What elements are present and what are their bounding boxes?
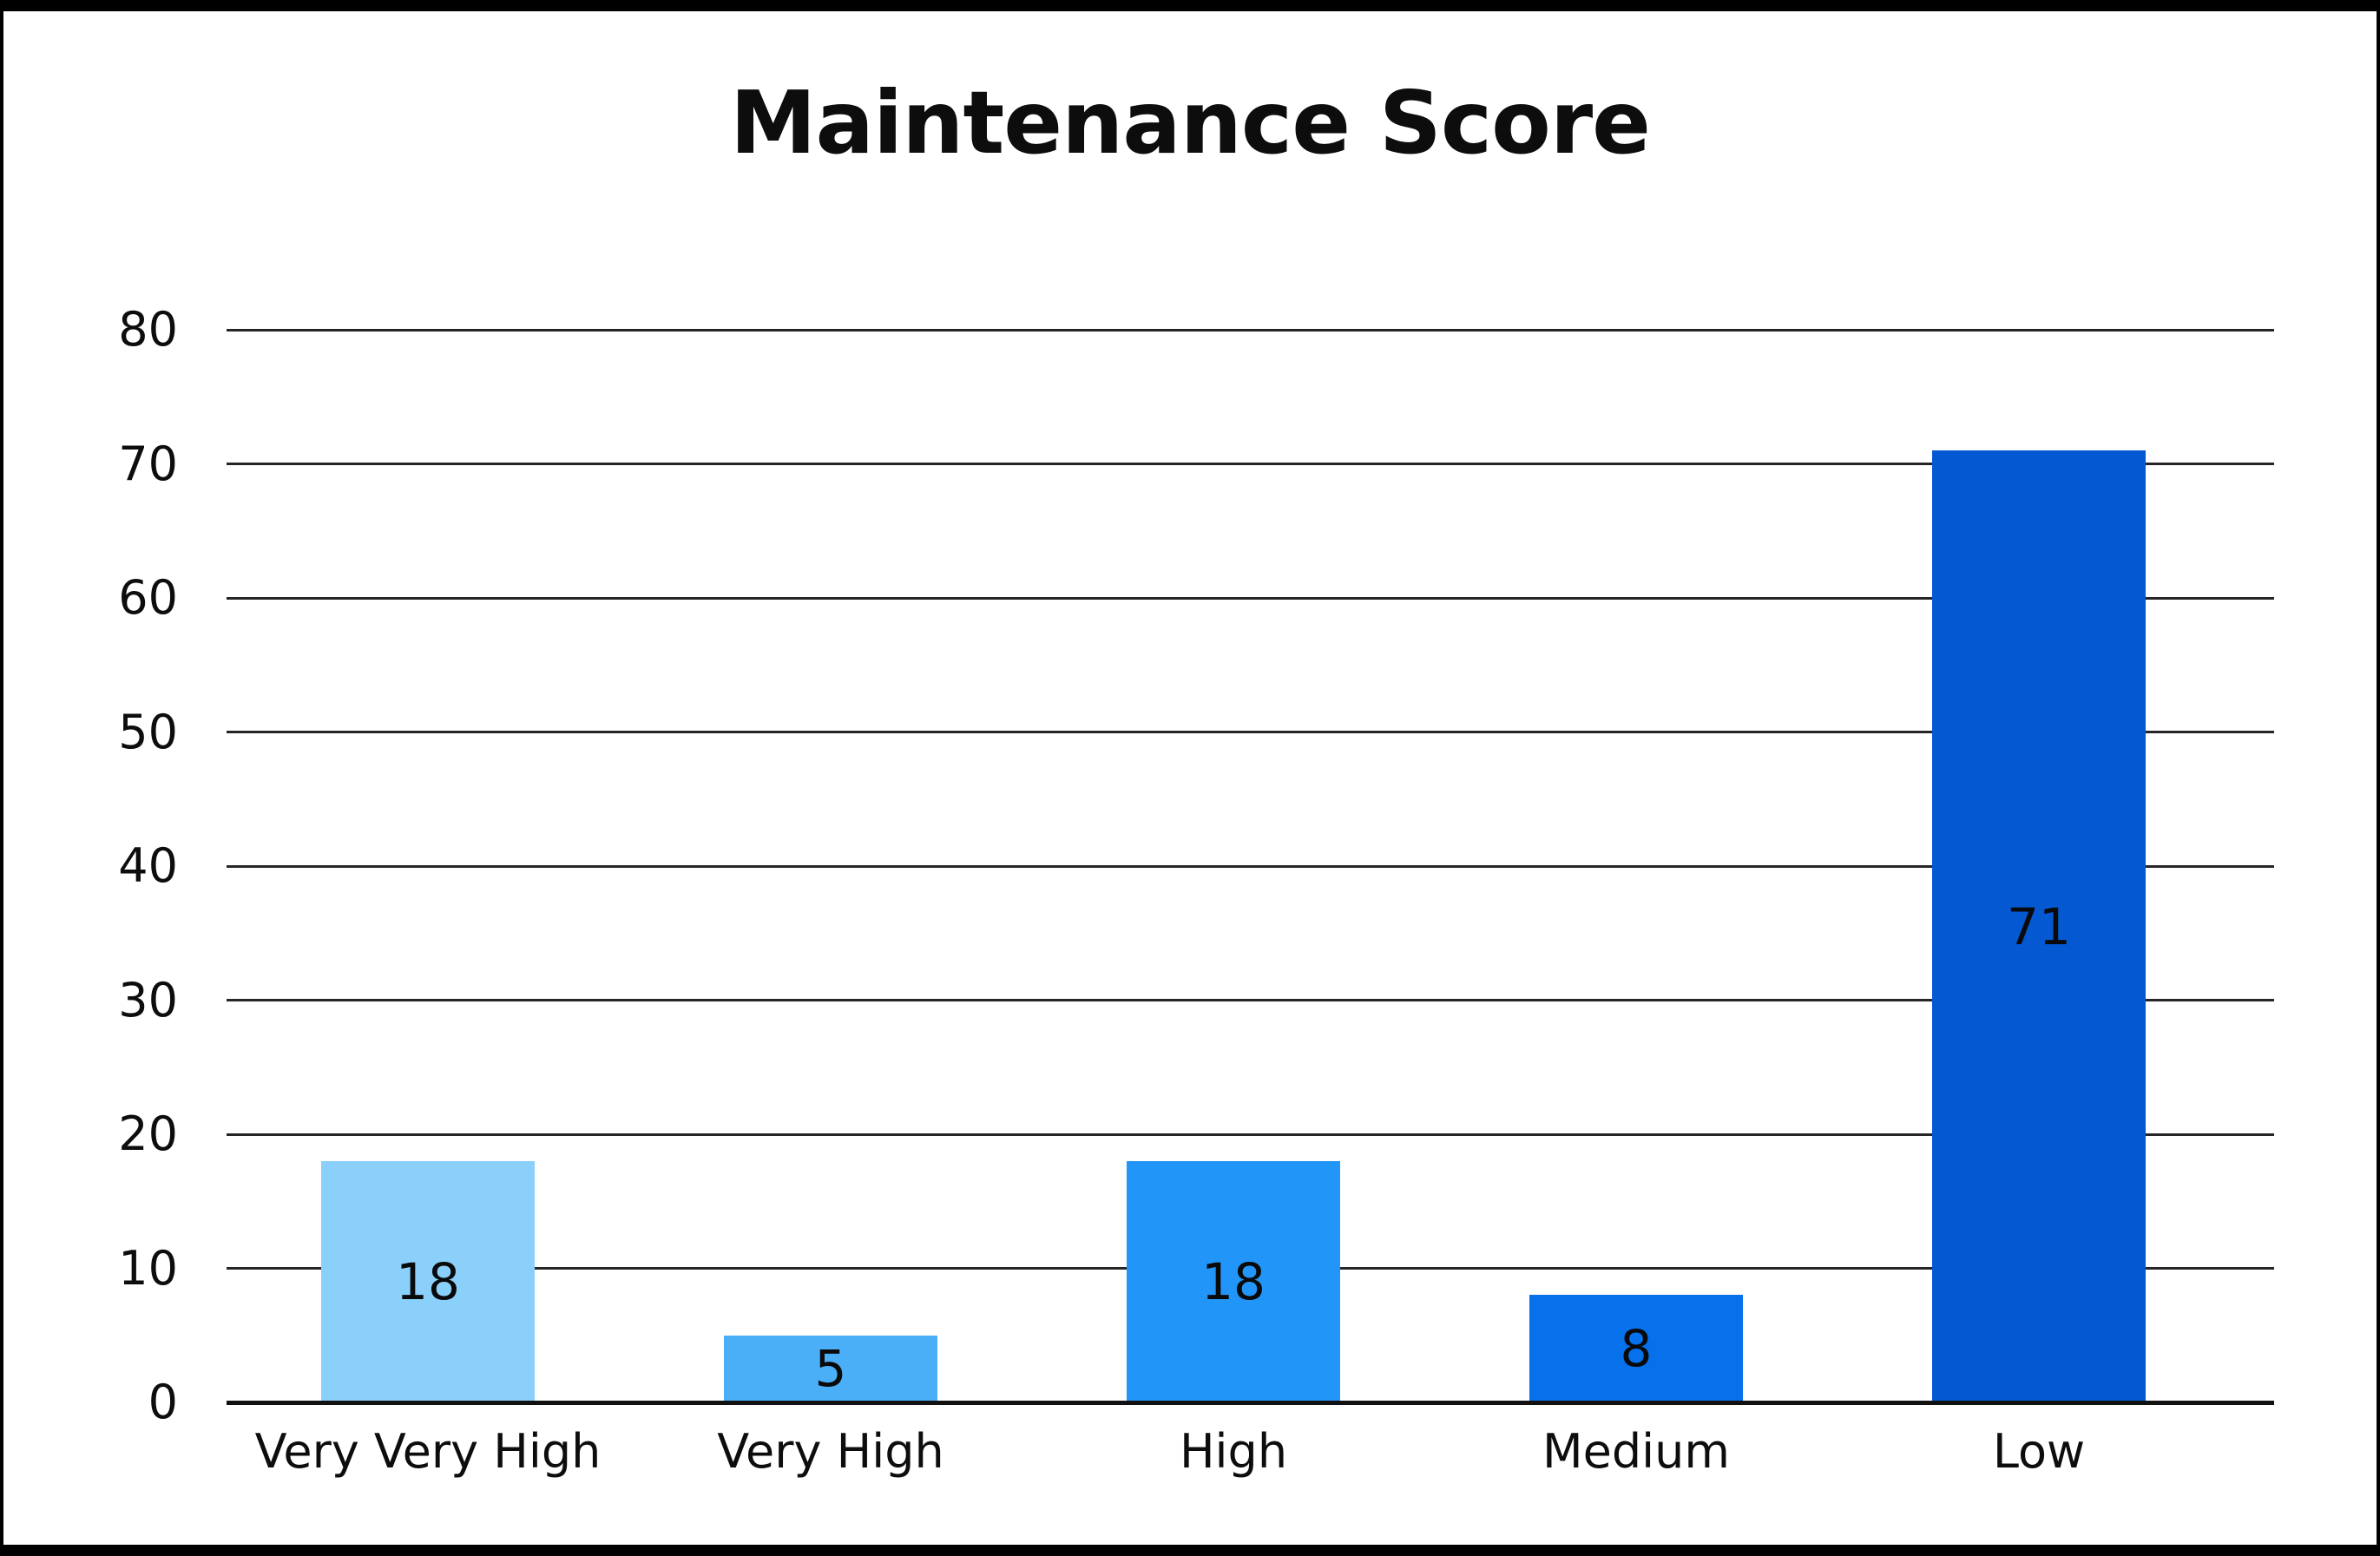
bar-medium <box>1529 1295 1743 1402</box>
bar-value-label-very-high: 5 <box>814 1339 847 1398</box>
bar-very-very-high <box>321 1161 535 1402</box>
y-axis-tick-label-80: 80 <box>118 302 178 357</box>
y-axis-tick-label-60: 60 <box>118 570 178 625</box>
bar-very-high <box>724 1336 937 1402</box>
x-axis-category-label-very-high: Very High <box>717 1424 944 1479</box>
y-axis-tick-label-70: 70 <box>118 437 178 491</box>
x-axis-line <box>227 1401 2274 1405</box>
gridline-20 <box>227 1133 2274 1136</box>
y-axis-tick-label-10: 10 <box>118 1241 178 1296</box>
bar-high <box>1127 1161 1340 1402</box>
x-axis-category-label-high: High <box>1179 1424 1288 1479</box>
gridline-30 <box>227 999 2274 1001</box>
y-axis-tick-label-30: 30 <box>118 973 178 1027</box>
bar-value-label-high: 18 <box>1201 1252 1266 1311</box>
y-axis-tick-label-50: 50 <box>118 705 178 759</box>
gridline-80 <box>227 329 2274 332</box>
y-axis-tick-label-0: 0 <box>148 1375 178 1429</box>
bar-value-label-very-very-high: 18 <box>396 1252 460 1311</box>
chart-title: Maintenance Score <box>729 72 1651 174</box>
gridline-70 <box>227 463 2274 465</box>
gridline-60 <box>227 597 2274 600</box>
y-axis-tick-label-40: 40 <box>118 838 178 893</box>
x-axis-category-label-very-very-high: Very Very High <box>254 1424 602 1479</box>
bar-low <box>1932 450 2146 1402</box>
y-axis-tick-label-20: 20 <box>118 1106 178 1161</box>
x-axis-category-label-medium: Medium <box>1542 1424 1730 1479</box>
gridline-40 <box>227 865 2274 868</box>
bar-value-label-low: 71 <box>2007 897 2071 956</box>
bar-value-label-medium: 8 <box>1620 1319 1653 1378</box>
x-axis-category-label-low: Low <box>1992 1424 2086 1479</box>
gridline-50 <box>227 731 2274 733</box>
